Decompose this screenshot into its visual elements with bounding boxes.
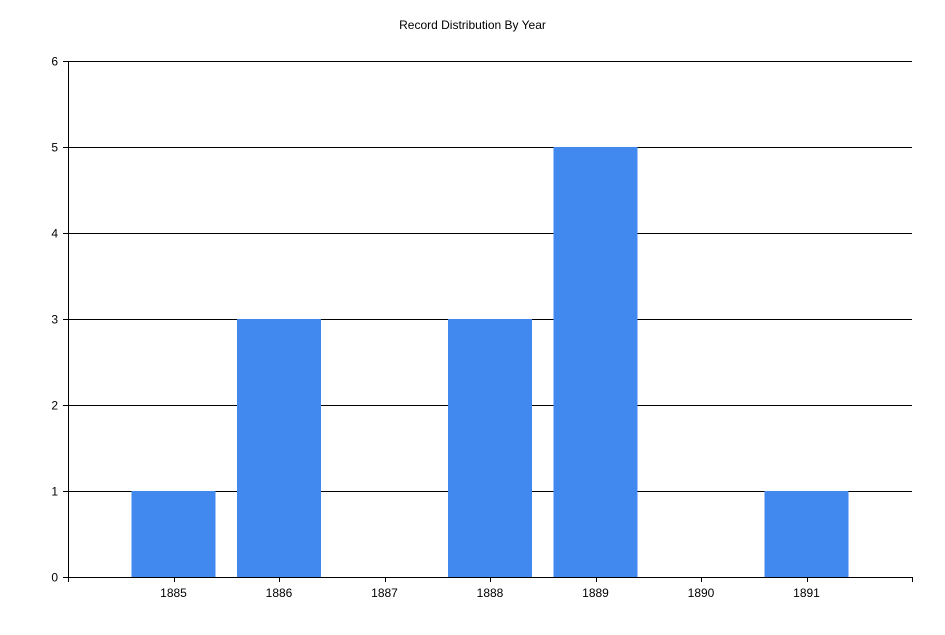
y-tick-label: 2: [51, 399, 58, 413]
x-tick-label: 1886: [266, 586, 293, 600]
x-tick-label: 1889: [582, 586, 609, 600]
bar-1891: [764, 491, 849, 577]
y-tick-label: 3: [51, 313, 58, 327]
axes: [63, 61, 913, 582]
tick-labels: 0 1 2 3 4 5 6 1885 1886 1887 1888 1889 1890 1891: [51, 55, 820, 601]
x-tick-label: 1888: [477, 586, 504, 600]
bar-1889: [553, 147, 638, 577]
bar-1888: [448, 319, 532, 577]
bar-1885: [131, 491, 216, 577]
x-tick-label: 1887: [371, 586, 398, 600]
y-tick-label: 6: [51, 55, 58, 69]
x-tick-label: 1891: [793, 586, 820, 600]
bar-1886: [237, 319, 321, 577]
x-tick-label: 1885: [160, 586, 187, 600]
y-tick-label: 4: [51, 227, 58, 241]
y-tick-label: 5: [51, 141, 58, 155]
chart-title: Record Distribution By Year: [399, 18, 546, 32]
y-tick-label: 1: [51, 485, 58, 499]
y-tick-label: 0: [51, 571, 58, 585]
x-tick-label: 1890: [688, 586, 715, 600]
bar-series: [131, 147, 849, 577]
